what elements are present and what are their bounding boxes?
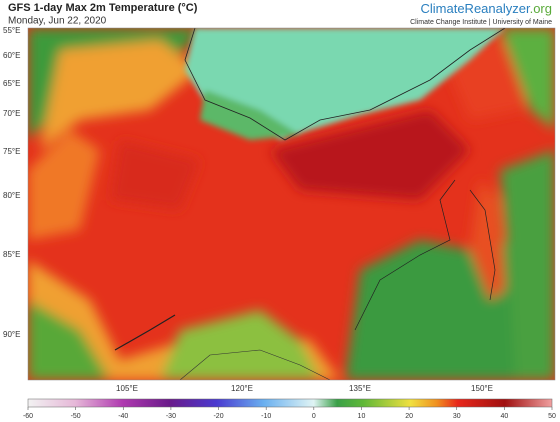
colorbar-label: 20 (405, 413, 413, 420)
lat-label: 75°E (3, 147, 20, 156)
institute: Climate Change Institute | University of… (410, 19, 552, 26)
lat-label: 55°E (3, 26, 20, 35)
colorbar-label: 40 (500, 413, 508, 420)
temperature-map (28, 28, 555, 380)
colorbar-label: 30 (453, 413, 461, 420)
lon-label: 135°E (349, 384, 371, 393)
colorbar-label: -50 (71, 413, 81, 420)
title: GFS 1-day Max 2m Temperature (°C) (8, 2, 198, 14)
lat-label: 65°E (3, 79, 20, 88)
lat-label: 60°E (3, 51, 20, 60)
colorbar-label: 0 (312, 413, 316, 420)
colorbar-label: 50 (548, 413, 556, 420)
lon-label: 150°E (471, 384, 493, 393)
colorbar-label: -60 (23, 413, 33, 420)
lat-label: 80°E (3, 191, 20, 200)
lat-label: 70°E (3, 109, 20, 118)
brand: ClimateReanalyzer.org (420, 1, 552, 16)
map-frame (27, 27, 556, 381)
lat-label: 85°E (3, 250, 20, 259)
colorbar-label: -30 (166, 413, 176, 420)
colorbar-label: -20 (213, 413, 223, 420)
lon-label: 120°E (231, 384, 253, 393)
brand-main: ClimateReanalyzer (420, 1, 530, 16)
colorbar-label: -10 (261, 413, 271, 420)
lon-label: 105°E (116, 384, 138, 393)
colorbar-label: -40 (118, 413, 128, 420)
brand-suffix: .org (530, 1, 552, 16)
colorbar-label: 10 (358, 413, 366, 420)
lat-label: 90°E (3, 330, 20, 339)
labels: 55°E 60°E 65°E 70°E 75°E 80°E 85°E 90°E 105°E 120… (3, 26, 556, 420)
colorbar (27, 398, 553, 408)
date: Monday, Jun 22, 2020 (8, 16, 107, 27)
